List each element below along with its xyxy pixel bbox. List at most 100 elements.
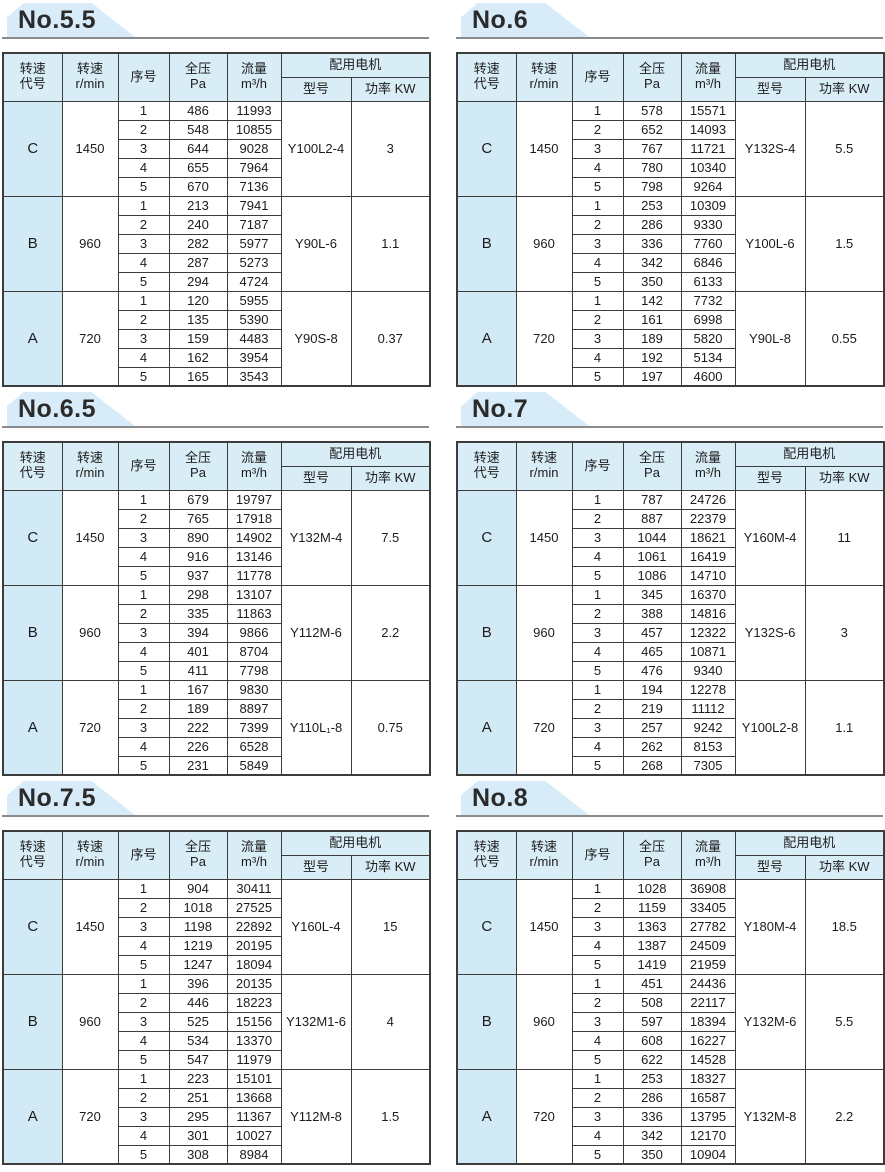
seq-cell: 5: [571, 565, 624, 586]
table-row: 5 1247 18094: [3, 954, 430, 975]
flow-cell: 14902: [226, 527, 282, 548]
seq-cell: 3: [117, 1106, 170, 1127]
pressure-cell: 268: [622, 755, 682, 776]
spec-table: 转速 代号 转速 r/min 序号 全压 Pa 流量 m³/h 配用电机 型号 …: [2, 441, 432, 776]
pressure-cell: 780: [622, 157, 682, 178]
pressure-cell: 301: [168, 1125, 228, 1146]
table-row: 4 465 10871: [457, 641, 884, 662]
pressure-cell: 644: [168, 138, 228, 159]
pressure-cell: 787: [622, 489, 682, 510]
flow-cell: 7399: [226, 717, 282, 738]
pressure-cell: 534: [168, 1030, 228, 1051]
pressure-cell: 142: [622, 290, 682, 311]
seq-cell: 5: [117, 954, 170, 975]
seq-cell: 3: [117, 328, 170, 349]
speed-code-cell: A: [456, 290, 517, 387]
flow-cell: 11112: [680, 698, 736, 719]
motor-model-cell: Y90L-6: [280, 195, 352, 292]
pressure-cell: 167: [168, 679, 228, 700]
header-motor: 配用电机: [734, 441, 885, 467]
seq-cell: 4: [117, 546, 170, 567]
flow-cell: 20195: [226, 935, 282, 956]
flow-cell: 11367: [226, 1106, 282, 1127]
flow-cell: 27782: [680, 916, 736, 937]
table-row: 2 335 11863: [3, 603, 430, 624]
seq-cell: 1: [571, 878, 624, 899]
pressure-cell: 388: [622, 603, 682, 624]
table-row: 2 508 22117: [457, 992, 884, 1013]
flow-cell: 10027: [226, 1125, 282, 1146]
section-title-block: No.7: [456, 392, 883, 428]
seq-cell: 5: [571, 1049, 624, 1070]
flow-cell: 3954: [226, 347, 282, 368]
pressure-cell: 670: [168, 176, 228, 197]
table-row: 3 890 14902: [3, 527, 430, 548]
pressure-cell: 336: [622, 1106, 682, 1127]
flow-cell: 9330: [680, 214, 736, 235]
flow-cell: 8153: [680, 736, 736, 757]
seq-cell: 5: [571, 176, 624, 197]
motor-model-cell: Y100L-6: [734, 195, 806, 292]
table-row: 3 1044 18621: [457, 527, 884, 548]
flow-cell: 11979: [226, 1049, 282, 1070]
table-row: 3 597 18394: [457, 1011, 884, 1032]
table-row: 3 257 9242: [457, 717, 884, 738]
pressure-cell: 767: [622, 138, 682, 159]
table-row: 5 197 4600: [457, 366, 884, 387]
header-flow: 流量 m³/h: [226, 830, 282, 880]
pressure-cell: 655: [168, 157, 228, 178]
table-row: 5 268 7305: [457, 755, 884, 776]
speed-code-cell: B: [456, 584, 517, 681]
motor-power-cell: 3: [804, 584, 885, 681]
seq-cell: 2: [117, 214, 170, 235]
pressure-cell: 308: [168, 1144, 228, 1165]
flow-cell: 11993: [226, 100, 282, 121]
section-title-block: No.6.5: [2, 392, 429, 428]
header-row-2: 型号 功率 KW: [457, 465, 885, 491]
table-row: 3 336 7760: [457, 233, 884, 254]
table-header: 转速 代号 转速 r/min 序号 全压 Pa 流量 m³/h 配用电机 型号 …: [456, 830, 885, 880]
flow-cell: 24509: [680, 935, 736, 956]
table-row: 2 161 6998: [457, 309, 884, 330]
seq-cell: 3: [117, 1011, 170, 1032]
seq-cell: 1: [571, 679, 624, 700]
speed-code-cell: C: [456, 100, 517, 197]
pressure-cell: 904: [168, 878, 228, 899]
flow-cell: 30411: [226, 878, 282, 899]
pressure-cell: 1387: [622, 935, 682, 956]
seq-cell: 4: [571, 1125, 624, 1146]
motor-model-cell: Y160M-4: [734, 489, 806, 586]
pressure-cell: 219: [622, 698, 682, 719]
flow-cell: 6846: [680, 252, 736, 273]
table-body: C 1450 1 578 15571 Y132S-4 5.5 2 652 140…: [456, 100, 885, 387]
pressure-cell: 189: [622, 328, 682, 349]
table-row: 3 189 5820: [457, 328, 884, 349]
header-speed-rpm: 转速 r/min: [61, 52, 119, 102]
flow-cell: 22117: [680, 992, 736, 1013]
motor-model-cell: Y90L-8: [734, 290, 806, 387]
table-row: B 960 1 396 20135 Y132M1-6 4: [2, 973, 431, 1070]
seq-cell: 1: [117, 195, 170, 216]
flow-cell: 9028: [226, 138, 282, 159]
header-row-2: 型号 功率 KW: [3, 854, 431, 880]
seq-cell: 1: [117, 1068, 170, 1089]
flow-cell: 10904: [680, 1144, 736, 1165]
flow-cell: 7305: [680, 755, 736, 776]
pressure-cell: 294: [168, 271, 228, 292]
table-row: 3 282 5977: [3, 233, 430, 254]
seq-cell: 5: [571, 660, 624, 681]
section-no-8: No.8 转速 代号 转速 r/min 序号 全压 Pa 流量 m³/h 配用电…: [456, 781, 885, 1165]
table-row: 5 411 7798: [3, 660, 430, 681]
table-row: C 1450 1 787 24726 Y160M-4 11: [456, 489, 885, 586]
speed-rpm-cell: 1450: [61, 878, 119, 975]
pressure-cell: 345: [622, 584, 682, 605]
motor-power-cell: 11: [804, 489, 885, 586]
motor-model-cell: Y110L₁-8: [280, 679, 352, 776]
flow-cell: 24726: [680, 489, 736, 510]
seq-cell: 5: [117, 755, 170, 776]
pressure-cell: 253: [622, 195, 682, 216]
pressure-cell: 231: [168, 755, 228, 776]
spec-table: 转速 代号 转速 r/min 序号 全压 Pa 流量 m³/h 配用电机 型号 …: [456, 441, 885, 776]
pressure-cell: 350: [622, 1144, 682, 1165]
